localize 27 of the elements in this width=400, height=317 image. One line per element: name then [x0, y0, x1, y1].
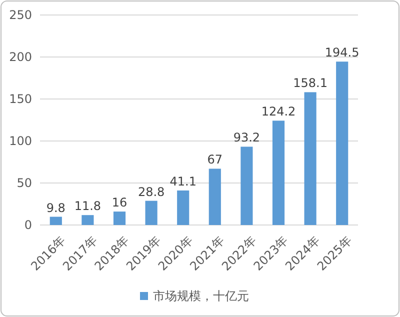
- bar: [336, 62, 348, 225]
- bar: [208, 168, 221, 225]
- legend-label: 市场规模，十亿元: [153, 289, 249, 303]
- data-label: 41.1: [170, 174, 196, 188]
- y-tick-label: 50: [16, 176, 32, 190]
- y-tick-label: 0: [24, 218, 32, 232]
- bar: [177, 190, 190, 225]
- data-label: 194.5: [324, 46, 360, 60]
- y-tick-label: 150: [9, 92, 32, 106]
- bar: [240, 146, 253, 225]
- data-label: 16: [112, 196, 128, 210]
- bar: [82, 215, 94, 225]
- bar: [50, 216, 62, 225]
- data-label: 158.1: [293, 76, 328, 90]
- data-label: 28.8: [138, 184, 165, 199]
- data-label: 67: [207, 152, 223, 167]
- data-label: 93.2: [233, 130, 260, 145]
- bar: [272, 120, 285, 225]
- data-label: 124.2: [261, 104, 296, 119]
- bar: [145, 200, 158, 225]
- y-tick-label: 250: [9, 8, 32, 22]
- data-label: 11.8: [74, 199, 102, 214]
- bar: [304, 92, 316, 225]
- bar: [113, 212, 126, 225]
- data-label: 9.8: [46, 200, 66, 215]
- y-tick-label: 100: [9, 134, 32, 148]
- y-tick-label: 200: [9, 50, 32, 64]
